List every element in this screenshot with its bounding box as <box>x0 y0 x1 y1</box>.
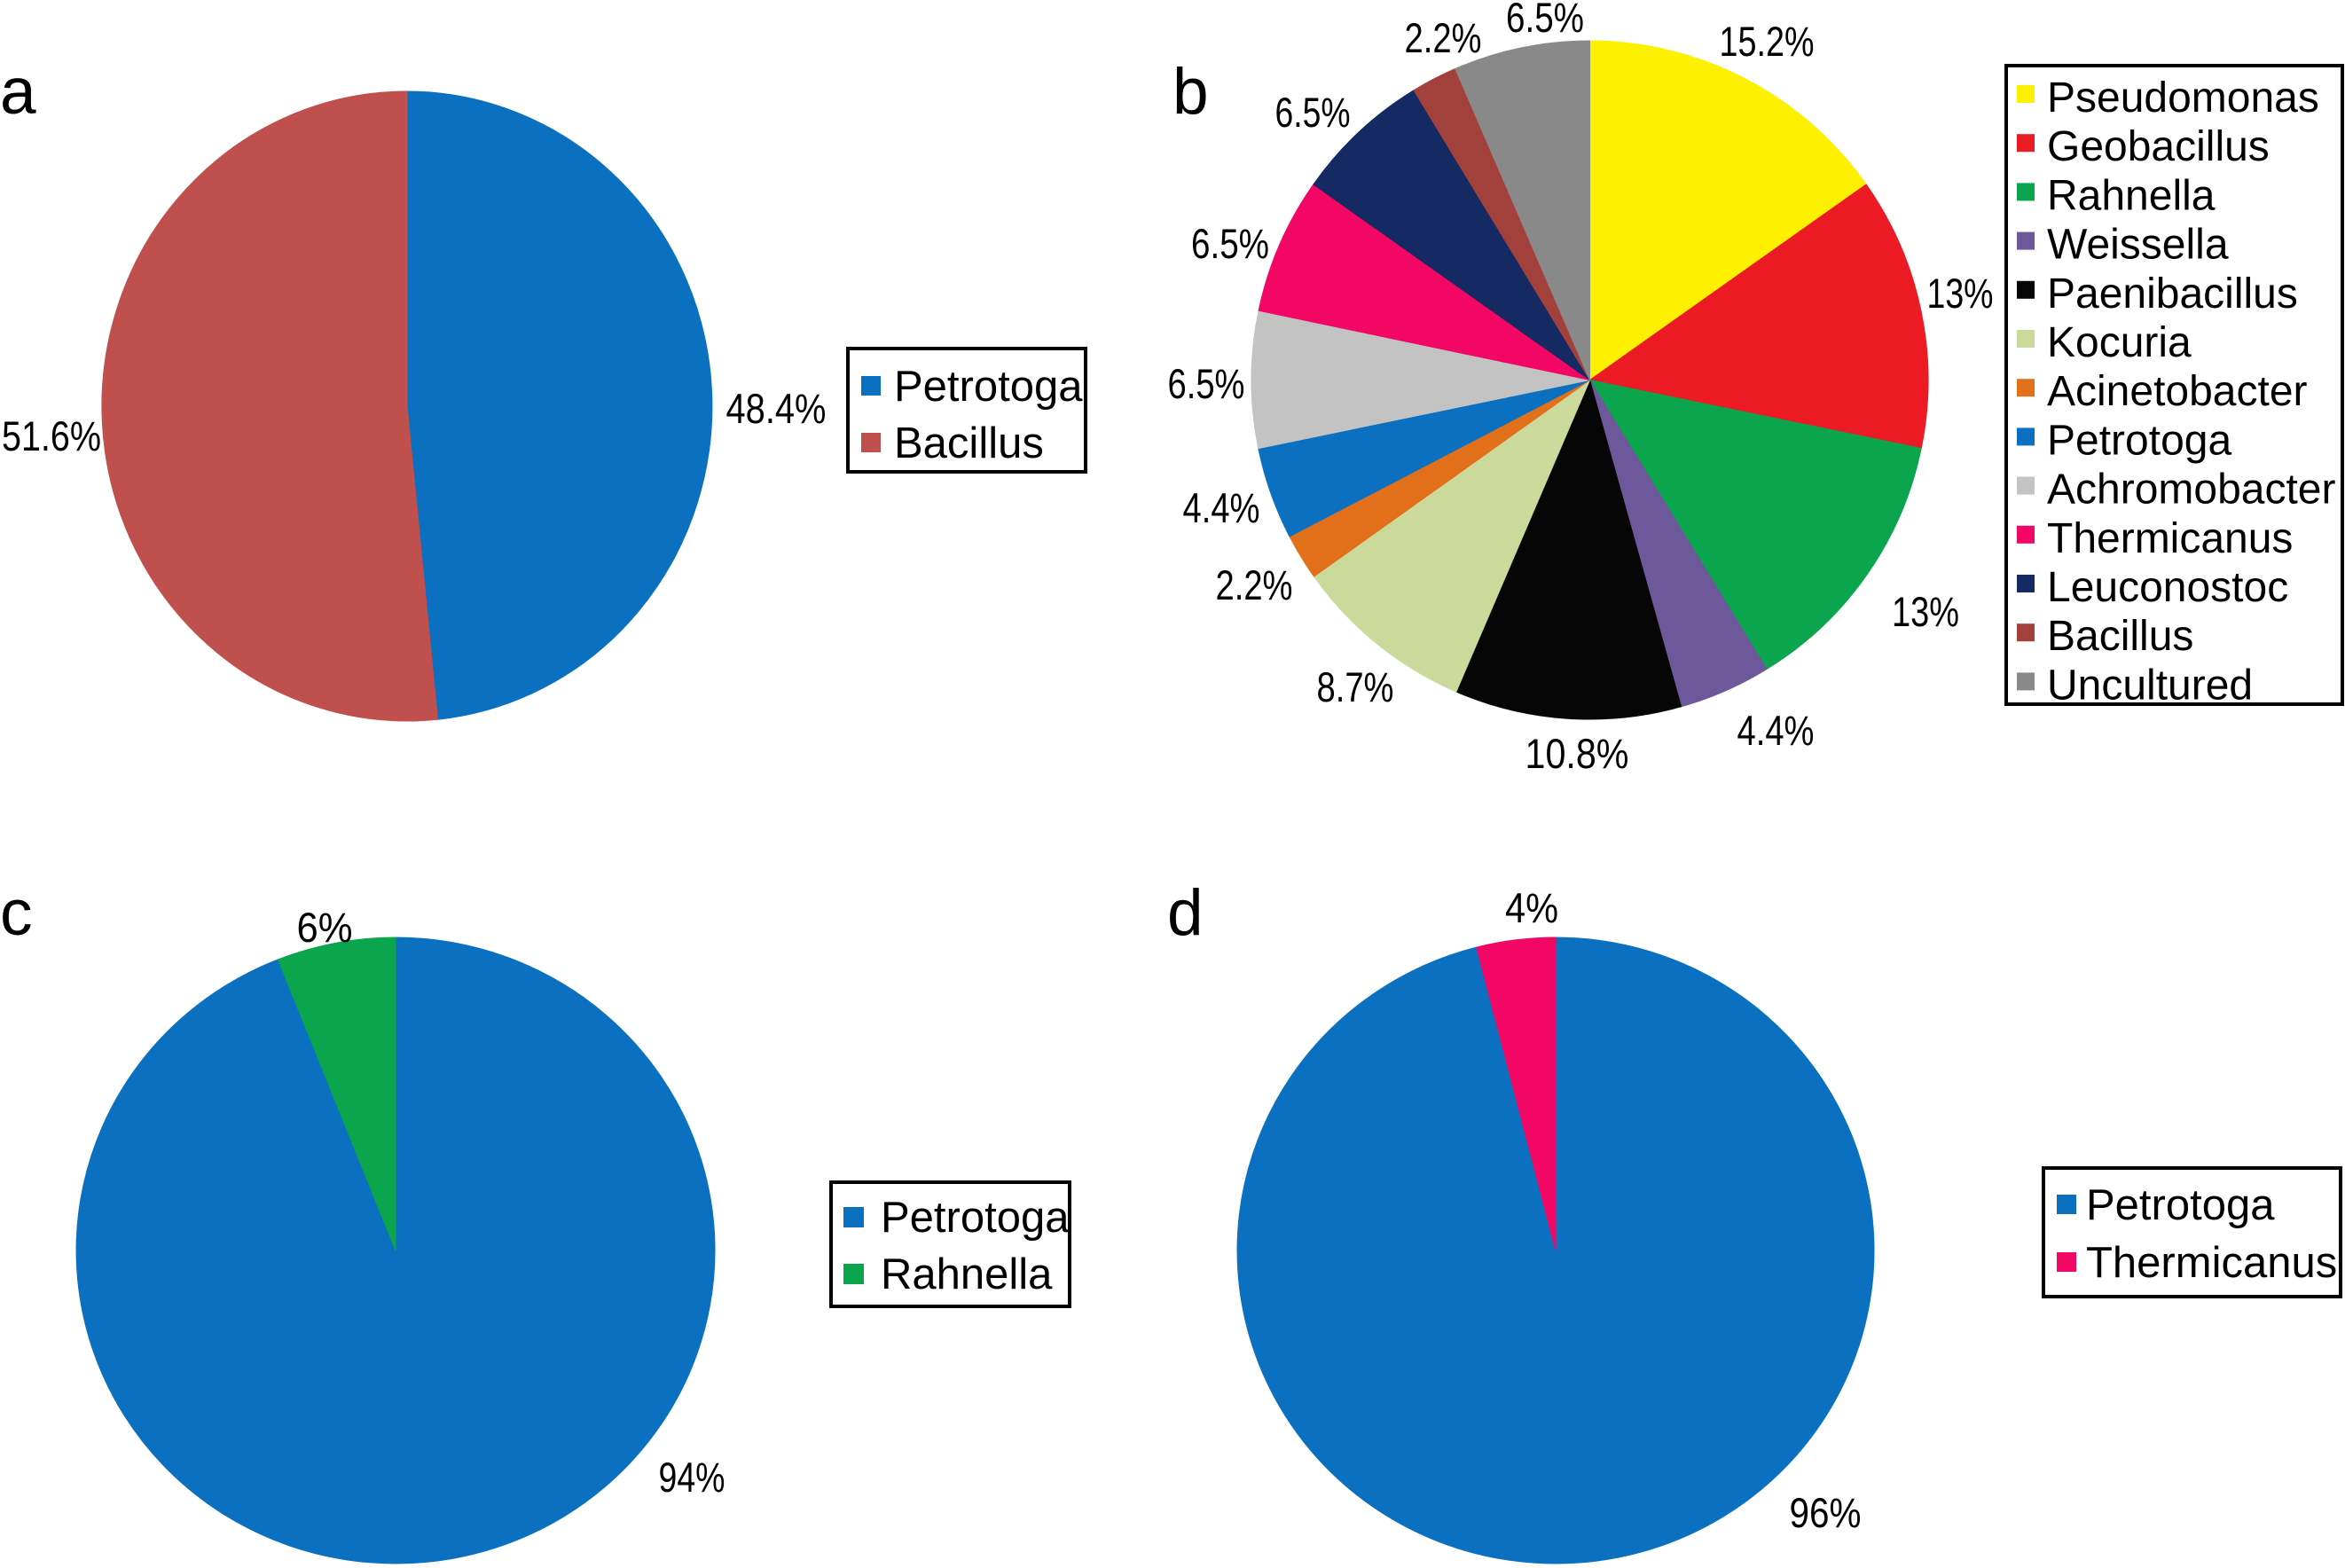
svg-text:6.5%: 6.5% <box>1191 220 1269 267</box>
svg-text:Bacillus: Bacillus <box>2047 613 2193 660</box>
svg-text:c: c <box>0 877 33 949</box>
svg-text:6.5%: 6.5% <box>1168 360 1245 407</box>
svg-text:51.6%: 51.6% <box>2 412 101 459</box>
svg-text:4.4%: 4.4% <box>1183 484 1260 531</box>
svg-text:Rahnella: Rahnella <box>881 1250 1053 1298</box>
svg-text:13%: 13% <box>1892 588 1959 635</box>
svg-text:d: d <box>1167 877 1204 949</box>
svg-text:Acinetobacter: Acinetobacter <box>2047 368 2308 415</box>
svg-text:Leuconostoc: Leuconostoc <box>2047 564 2288 611</box>
svg-text:96%: 96% <box>1790 1489 1862 1536</box>
svg-text:6.5%: 6.5% <box>1506 0 1584 41</box>
svg-text:Achromobacter: Achromobacter <box>2047 466 2335 514</box>
svg-text:Petrotoga: Petrotoga <box>2047 417 2231 464</box>
svg-text:8.7%: 8.7% <box>1317 663 1394 710</box>
svg-text:94%: 94% <box>659 1454 725 1501</box>
svg-text:15.2%: 15.2% <box>1720 18 1815 65</box>
svg-text:a: a <box>0 56 36 128</box>
svg-text:Geobacillus: Geobacillus <box>2047 123 2270 170</box>
svg-text:Bacillus: Bacillus <box>894 419 1044 467</box>
svg-text:13%: 13% <box>1927 270 1994 317</box>
svg-text:10.8%: 10.8% <box>1525 730 1629 777</box>
svg-text:2.2%: 2.2% <box>1405 14 1482 61</box>
svg-text:Thermicanus: Thermicanus <box>2086 1239 2337 1287</box>
svg-text:Kocuria: Kocuria <box>2047 319 2192 366</box>
svg-text:b: b <box>1172 56 1209 128</box>
svg-text:Petrotoga: Petrotoga <box>894 363 1083 411</box>
svg-text:Petrotoga: Petrotoga <box>2086 1181 2275 1229</box>
svg-text:Uncultured: Uncultured <box>2047 662 2253 709</box>
svg-text:6.5%: 6.5% <box>1275 89 1351 136</box>
svg-text:Petrotoga: Petrotoga <box>881 1194 1070 1242</box>
svg-text:4%: 4% <box>1505 884 1558 931</box>
svg-text:Paenibacillus: Paenibacillus <box>2047 270 2298 318</box>
svg-text:Rahnella: Rahnella <box>2047 172 2216 219</box>
svg-text:Pseudomonas: Pseudomonas <box>2047 74 2319 122</box>
svg-text:4.4%: 4.4% <box>1737 707 1815 754</box>
svg-text:48.4%: 48.4% <box>726 385 827 432</box>
svg-text:2.2%: 2.2% <box>1216 561 1293 608</box>
svg-text:Thermicanus: Thermicanus <box>2047 515 2293 562</box>
svg-text:Weissella: Weissella <box>2047 222 2229 269</box>
svg-text:6%: 6% <box>297 904 353 951</box>
